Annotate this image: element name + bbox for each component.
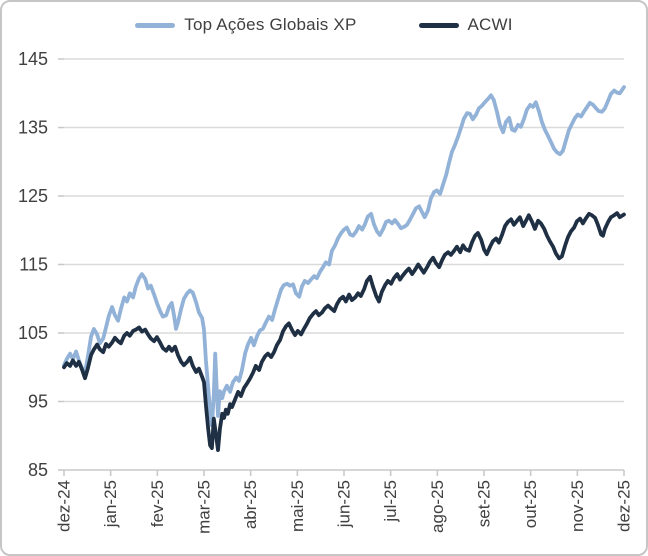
y-axis-label: 105 <box>18 323 48 343</box>
chart-legend: Top Ações Globais XP ACWI <box>2 15 646 35</box>
x-axis-label: dez-24 <box>55 480 74 532</box>
y-axis-label: 85 <box>28 460 48 480</box>
x-axis-label: fev-25 <box>148 480 167 527</box>
series-line-swatch-navy <box>418 22 459 28</box>
y-axis-label: 115 <box>19 255 48 275</box>
x-axis-label: out-25 <box>521 480 540 528</box>
legend-label: Top Ações Globais XP <box>184 15 357 34</box>
x-axis-label: jul-25 <box>381 480 400 523</box>
x-axis-label: jun-25 <box>335 480 354 528</box>
x-axis-label: nov-25 <box>568 480 587 532</box>
x-axis-label: set-25 <box>475 480 494 527</box>
series-line-1 <box>62 211 626 453</box>
y-axis-label: 95 <box>28 392 48 412</box>
x-axis-label: abr-25 <box>241 480 260 529</box>
legend-item-top-acoes-globais-xp: Top Ações Globais XP <box>135 15 356 35</box>
y-axis-label: 135 <box>18 118 48 138</box>
y-axis-label: 145 <box>18 49 48 69</box>
series-line-swatch-blue <box>135 22 176 28</box>
series-line-0 <box>62 85 626 428</box>
legend-label: ACWI <box>467 15 513 34</box>
x-axis-label: ago-25 <box>428 480 447 533</box>
x-axis-label: jan-25 <box>101 480 120 528</box>
y-axis-label: 125 <box>18 186 48 206</box>
x-axis-label: mai-25 <box>288 480 307 532</box>
x-axis-label: mar-25 <box>195 480 214 534</box>
legend-item-acwi: ACWI <box>418 15 513 35</box>
x-axis-label: dez-25 <box>615 480 634 532</box>
